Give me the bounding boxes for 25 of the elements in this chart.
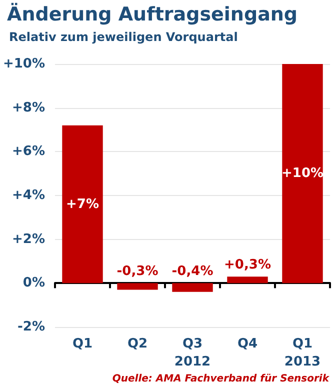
y-tick-label: 0% bbox=[22, 276, 46, 291]
x-tick-label: Q3 2012 bbox=[174, 336, 211, 370]
data-label: +0,3% bbox=[224, 258, 271, 273]
source-note: Quelle: AMA Fachverband für Sensorik bbox=[112, 374, 330, 384]
bar bbox=[227, 276, 268, 284]
x-tick-label: Q1 bbox=[72, 336, 93, 352]
data-label: +10% bbox=[281, 166, 324, 182]
y-tick-label: -2% bbox=[18, 320, 46, 334]
y-tick-label: +4% bbox=[12, 188, 46, 203]
y-tick-label: +2% bbox=[12, 232, 46, 247]
data-label: -0,3% bbox=[116, 264, 158, 280]
y-tick-label: +10% bbox=[2, 56, 46, 72]
x-tick-label: Q4 bbox=[237, 336, 258, 352]
bar bbox=[282, 64, 323, 284]
bar bbox=[117, 283, 158, 290]
x-tick-label: Q1 2013 bbox=[284, 336, 321, 370]
x-tick-label: Q2 bbox=[127, 336, 148, 352]
chart-title: Änderung Auftragseingang bbox=[7, 2, 298, 26]
data-label: -0,4% bbox=[172, 264, 214, 280]
y-tick-label: +6% bbox=[12, 144, 46, 160]
data-label: +7% bbox=[66, 196, 99, 212]
bar bbox=[62, 125, 103, 284]
chart-subtitle: Relativ zum jeweiligen Vorquartal bbox=[9, 30, 238, 44]
bar bbox=[172, 283, 213, 292]
y-tick-label: +8% bbox=[12, 100, 46, 116]
